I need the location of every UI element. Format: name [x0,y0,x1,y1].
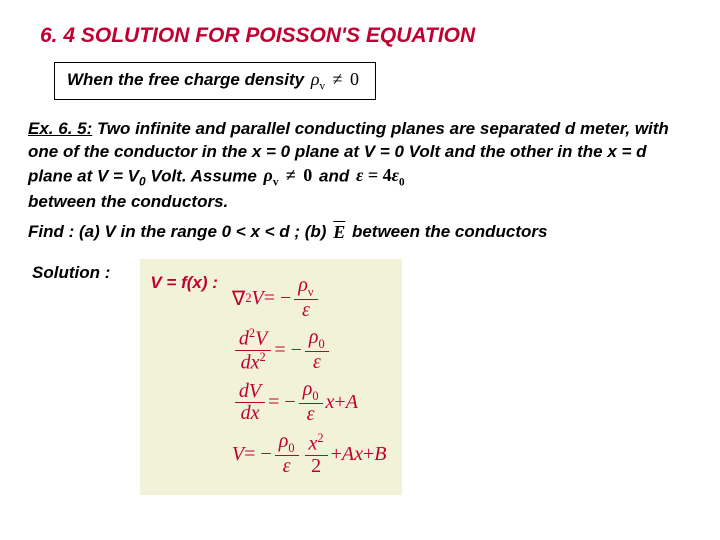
solution-label: Solution : [32,263,110,283]
equation-box: V = f(x) : ∇2V = − ρν ε d2V dx2 = − [140,259,402,495]
rho-v-neq-0: ρv ≠ 0 [309,69,361,93]
find-line: Find : (a) V in the range 0 < x < d ; (b… [28,222,692,243]
slide-title: 6. 4 SOLUTION FOR POISSON'S EQUATION [40,24,692,48]
condition-box: When the free charge density ρv ≠ 0 [54,62,376,100]
example-statement: Ex. 6. 5: Two infinite and parallel cond… [28,118,692,214]
assume-eps: ε = 4ε0 [354,163,407,191]
eq-second-deriv: d2V dx2 = − ρ0 ε [232,327,387,373]
eq-first-deriv: dV dx = − ρ0 ε x + A [232,379,387,425]
v-fx-label: V = f(x) : [150,273,218,293]
example-label: Ex. 6. 5: [28,119,92,138]
eq-potential: V = − ρ0 ε x2 2 + Ax + B [232,431,387,477]
eq-laplacian: ∇2V = − ρν ε [232,275,387,321]
solution-row: Solution : V = f(x) : ∇2V = − ρν ε d2V d… [28,259,692,495]
condition-text: When the free charge density [67,70,309,89]
assume-rho: ρv ≠ 0 [262,163,315,191]
equations: ∇2V = − ρν ε d2V dx2 = − ρ0 ε [232,269,387,483]
e-field-symbol: E [331,222,347,243]
